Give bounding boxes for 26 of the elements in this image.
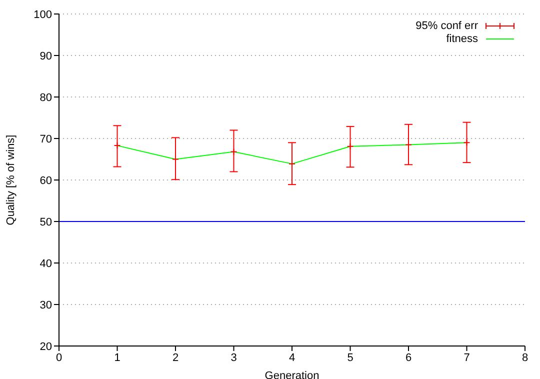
y-axis-title: Quality [% of wins] <box>4 134 17 226</box>
point <box>114 142 121 150</box>
x-tick-label: 1 <box>114 352 120 364</box>
point <box>463 139 470 146</box>
x-tick-label: 0 <box>56 352 62 364</box>
x-tick-label: 4 <box>288 352 296 364</box>
x-tick-label: 3 <box>230 352 237 364</box>
point <box>230 148 238 156</box>
y-tick-label: 50 <box>40 216 52 228</box>
point <box>346 142 354 150</box>
y-tick-label: 90 <box>40 50 52 62</box>
legend-label: 95% conf err <box>416 20 478 32</box>
x-tick-label: 2 <box>172 352 179 364</box>
x-tick-label: 8 <box>522 352 528 364</box>
y-tick-label: 60 <box>40 174 52 187</box>
y-tick-label: 40 <box>40 258 52 270</box>
x-tick-label: 5 <box>347 352 354 364</box>
x-axis-title: Generation <box>264 370 320 379</box>
y-tick-label: 80 <box>40 92 52 104</box>
legend-label: fitness <box>446 32 478 44</box>
x-tick-label: 7 <box>464 352 470 364</box>
y-tick-label: 30 <box>40 299 52 312</box>
y-tick-label: 70 <box>40 133 52 146</box>
x-tick-label: 6 <box>405 352 412 364</box>
y-tick-label: 100 <box>34 8 52 21</box>
y-tick-label: 20 <box>40 340 52 353</box>
